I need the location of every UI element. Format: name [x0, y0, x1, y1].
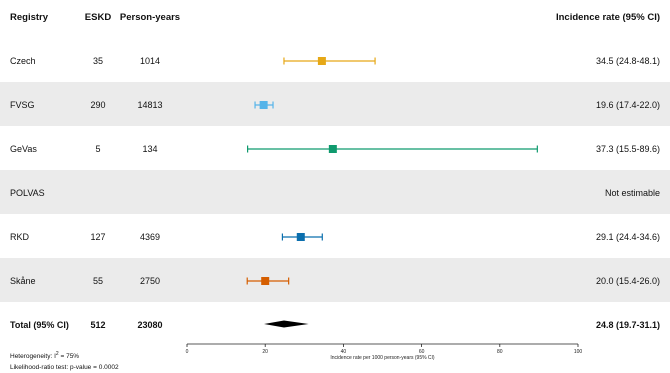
row-person-years: 134: [142, 144, 158, 154]
row-eskd: 127: [90, 232, 106, 242]
row-registry: POLVAS: [10, 188, 45, 198]
total-eskd: 512: [90, 320, 106, 330]
row-rate-text: 19.6 (17.4-22.0): [595, 100, 660, 110]
row-person-years: 14813: [137, 100, 163, 110]
header-registry: Registry: [10, 12, 49, 23]
total-rate-text: 24.8 (19.7-31.1): [595, 320, 660, 330]
heterogeneity-value: = 75%: [58, 353, 80, 360]
row-eskd: 35: [92, 56, 103, 66]
row-eskd: 290: [90, 100, 106, 110]
x-axis-label: Incidence rate per 1000 person-years (95…: [330, 355, 435, 361]
heterogeneity-superscript: 2: [55, 351, 59, 357]
header-incidence-rate: Incidence rate (95% CI): [555, 12, 660, 23]
row-rate-text: 34.5 (24.8-48.1): [595, 56, 660, 66]
row-person-years: 2750: [139, 276, 161, 286]
total-person-years: 23080: [137, 320, 163, 330]
row-rate-text: 37.3 (15.5-89.6): [595, 144, 660, 154]
x-tick-label: 80: [497, 349, 503, 355]
total-label: Total (95% CI): [10, 320, 69, 330]
row-rate-text: 29.1 (24.4-34.6): [595, 232, 660, 242]
point-estimate: [317, 57, 326, 65]
header-eskd: ESKD: [84, 12, 112, 23]
header-person-years: Person-years: [119, 12, 181, 23]
x-tick-label: 40: [341, 349, 347, 355]
row-eskd: 5: [95, 144, 101, 154]
row-registry: RKD: [10, 232, 30, 242]
row-registry: GeVas: [10, 144, 37, 154]
row-rate-text: Not estimable: [604, 188, 660, 198]
x-tick-label: 100: [574, 349, 583, 355]
x-tick-label: 0: [186, 349, 189, 355]
row-band: [0, 82, 670, 126]
x-tick-label: 20: [262, 349, 268, 355]
x-tick-label: 60: [419, 349, 425, 355]
heterogeneity-prefix: Heterogeneity: I: [10, 353, 56, 360]
row-person-years: 4369: [139, 232, 161, 242]
point-estimate: [328, 145, 337, 153]
pooled-diamond: [264, 320, 309, 328]
likelihood-ratio-note: Likelihood-ratio test: p-value = 0.0002: [10, 364, 119, 371]
row-rate-text: 20.0 (15.4-26.0): [595, 276, 660, 286]
point-estimate: [259, 101, 268, 109]
row-person-years: 1014: [139, 56, 161, 66]
row-registry: Czech: [10, 56, 36, 66]
row-eskd: 55: [92, 276, 103, 286]
point-estimate: [261, 277, 270, 285]
point-estimate: [296, 233, 305, 241]
row-registry: FVSG: [10, 100, 35, 110]
row-band: [0, 258, 670, 302]
row-registry: Skåne: [10, 276, 36, 286]
heterogeneity-note: Heterogeneity: I2 = 75%: [10, 352, 79, 361]
row-band: [0, 170, 670, 214]
